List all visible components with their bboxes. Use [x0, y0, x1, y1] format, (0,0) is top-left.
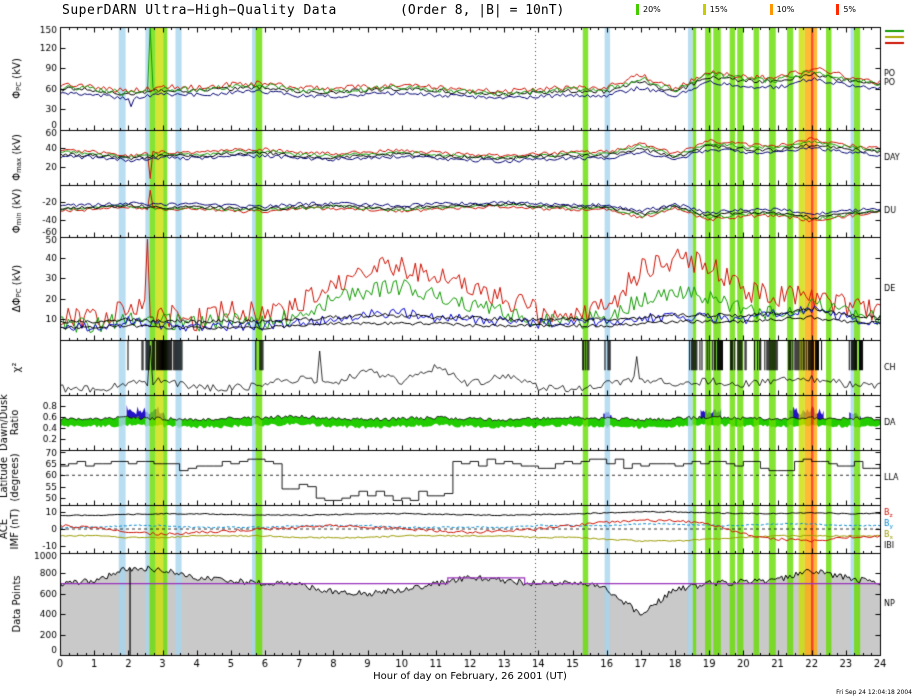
quality-tick-icon [702, 4, 706, 15]
generated-timestamp: Fri Sep 24 12:04:18 2004 [836, 689, 912, 696]
quality-legend-label: 20% [643, 5, 661, 14]
quality-tick-icon [769, 4, 773, 15]
quality-legend-item: 20% [636, 4, 661, 15]
quality-legend-item: 10% [769, 4, 795, 15]
x-axis-label: Hour of day on February, 26 2001 (UT) [373, 671, 567, 682]
quality-legend-label: 5% [843, 5, 857, 14]
page-subtitle: (Order 8, |B| = 10nT) [400, 3, 565, 18]
quality-legend-item: 5% [836, 4, 856, 15]
quality-legend-label: 10% [776, 5, 795, 14]
quality-tick-icon [636, 4, 639, 15]
quality-legend-item: 15% [702, 4, 728, 15]
quality-legend-label: 15% [709, 5, 728, 14]
quality-tick-icon [836, 4, 840, 15]
quality-legend: 20% 15% 10% 5% [636, 4, 856, 15]
page-title: SuperDARN Ultra−High−Quality Data [62, 3, 337, 18]
